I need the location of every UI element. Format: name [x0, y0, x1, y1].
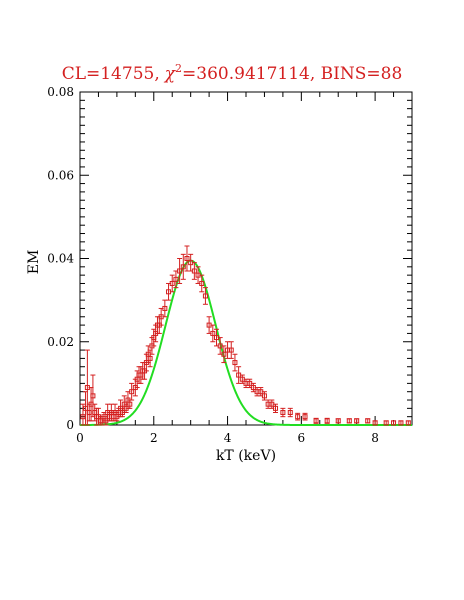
data-point	[405, 420, 411, 426]
data-point	[232, 360, 238, 366]
data-point	[280, 410, 286, 416]
data-point	[324, 418, 330, 424]
data-point	[335, 418, 341, 424]
data-point	[302, 414, 308, 420]
x-tick-label: 8	[371, 431, 379, 445]
data-point	[184, 256, 190, 261]
data-point	[295, 414, 301, 420]
y-tick-label: 0.04	[47, 252, 74, 266]
title-prefix: CL=14755,	[62, 64, 160, 84]
data-point	[191, 268, 197, 274]
data-point	[127, 401, 133, 407]
plot-frame	[79, 91, 413, 426]
data-point	[169, 280, 175, 286]
y-axis-label: EM	[26, 250, 42, 275]
data-point	[199, 280, 205, 286]
data-point	[261, 393, 267, 399]
data-point	[90, 393, 96, 399]
data-point	[273, 405, 279, 411]
x-tick-label: 4	[224, 431, 232, 445]
data-point	[147, 355, 153, 361]
data-point	[346, 418, 352, 424]
data-point	[354, 418, 360, 424]
x-tick-label: 6	[298, 431, 306, 445]
data-point	[162, 305, 168, 311]
y-tick-label: 0	[66, 418, 74, 432]
y-tick-label: 0.02	[47, 335, 74, 349]
data-point	[398, 420, 404, 426]
data-point	[129, 389, 135, 395]
x-tick-label: 0	[76, 431, 84, 445]
plot-area: 0 2 4 6 8 0 0.02 0.04 0.06 0.08	[47, 85, 413, 445]
x-axis-label: kT (keV)	[216, 448, 276, 464]
data-point	[80, 414, 86, 420]
data-point	[173, 276, 179, 282]
title-suffix: =360.9417114, BINS=88	[182, 64, 402, 84]
data-point	[383, 420, 389, 426]
data-point	[372, 420, 378, 426]
data-point	[365, 418, 371, 424]
data-point	[202, 293, 208, 299]
chart-title: CL=14755, χ2=360.9417114, BINS=88	[62, 62, 403, 84]
model-curve	[80, 259, 412, 426]
x-tick-label: 2	[150, 431, 158, 445]
data-point	[313, 418, 319, 424]
data-point	[391, 420, 397, 426]
data-point	[228, 347, 234, 353]
data-point	[221, 351, 227, 357]
data-point	[210, 330, 216, 336]
title-chi-sup: 2	[175, 62, 182, 75]
data-point	[177, 268, 183, 274]
title-chi: χ	[164, 64, 177, 84]
data-point	[180, 264, 186, 270]
data-point	[287, 410, 293, 416]
y-tick-label: 0.08	[47, 85, 74, 99]
y-tick-label: 0.06	[47, 168, 74, 182]
